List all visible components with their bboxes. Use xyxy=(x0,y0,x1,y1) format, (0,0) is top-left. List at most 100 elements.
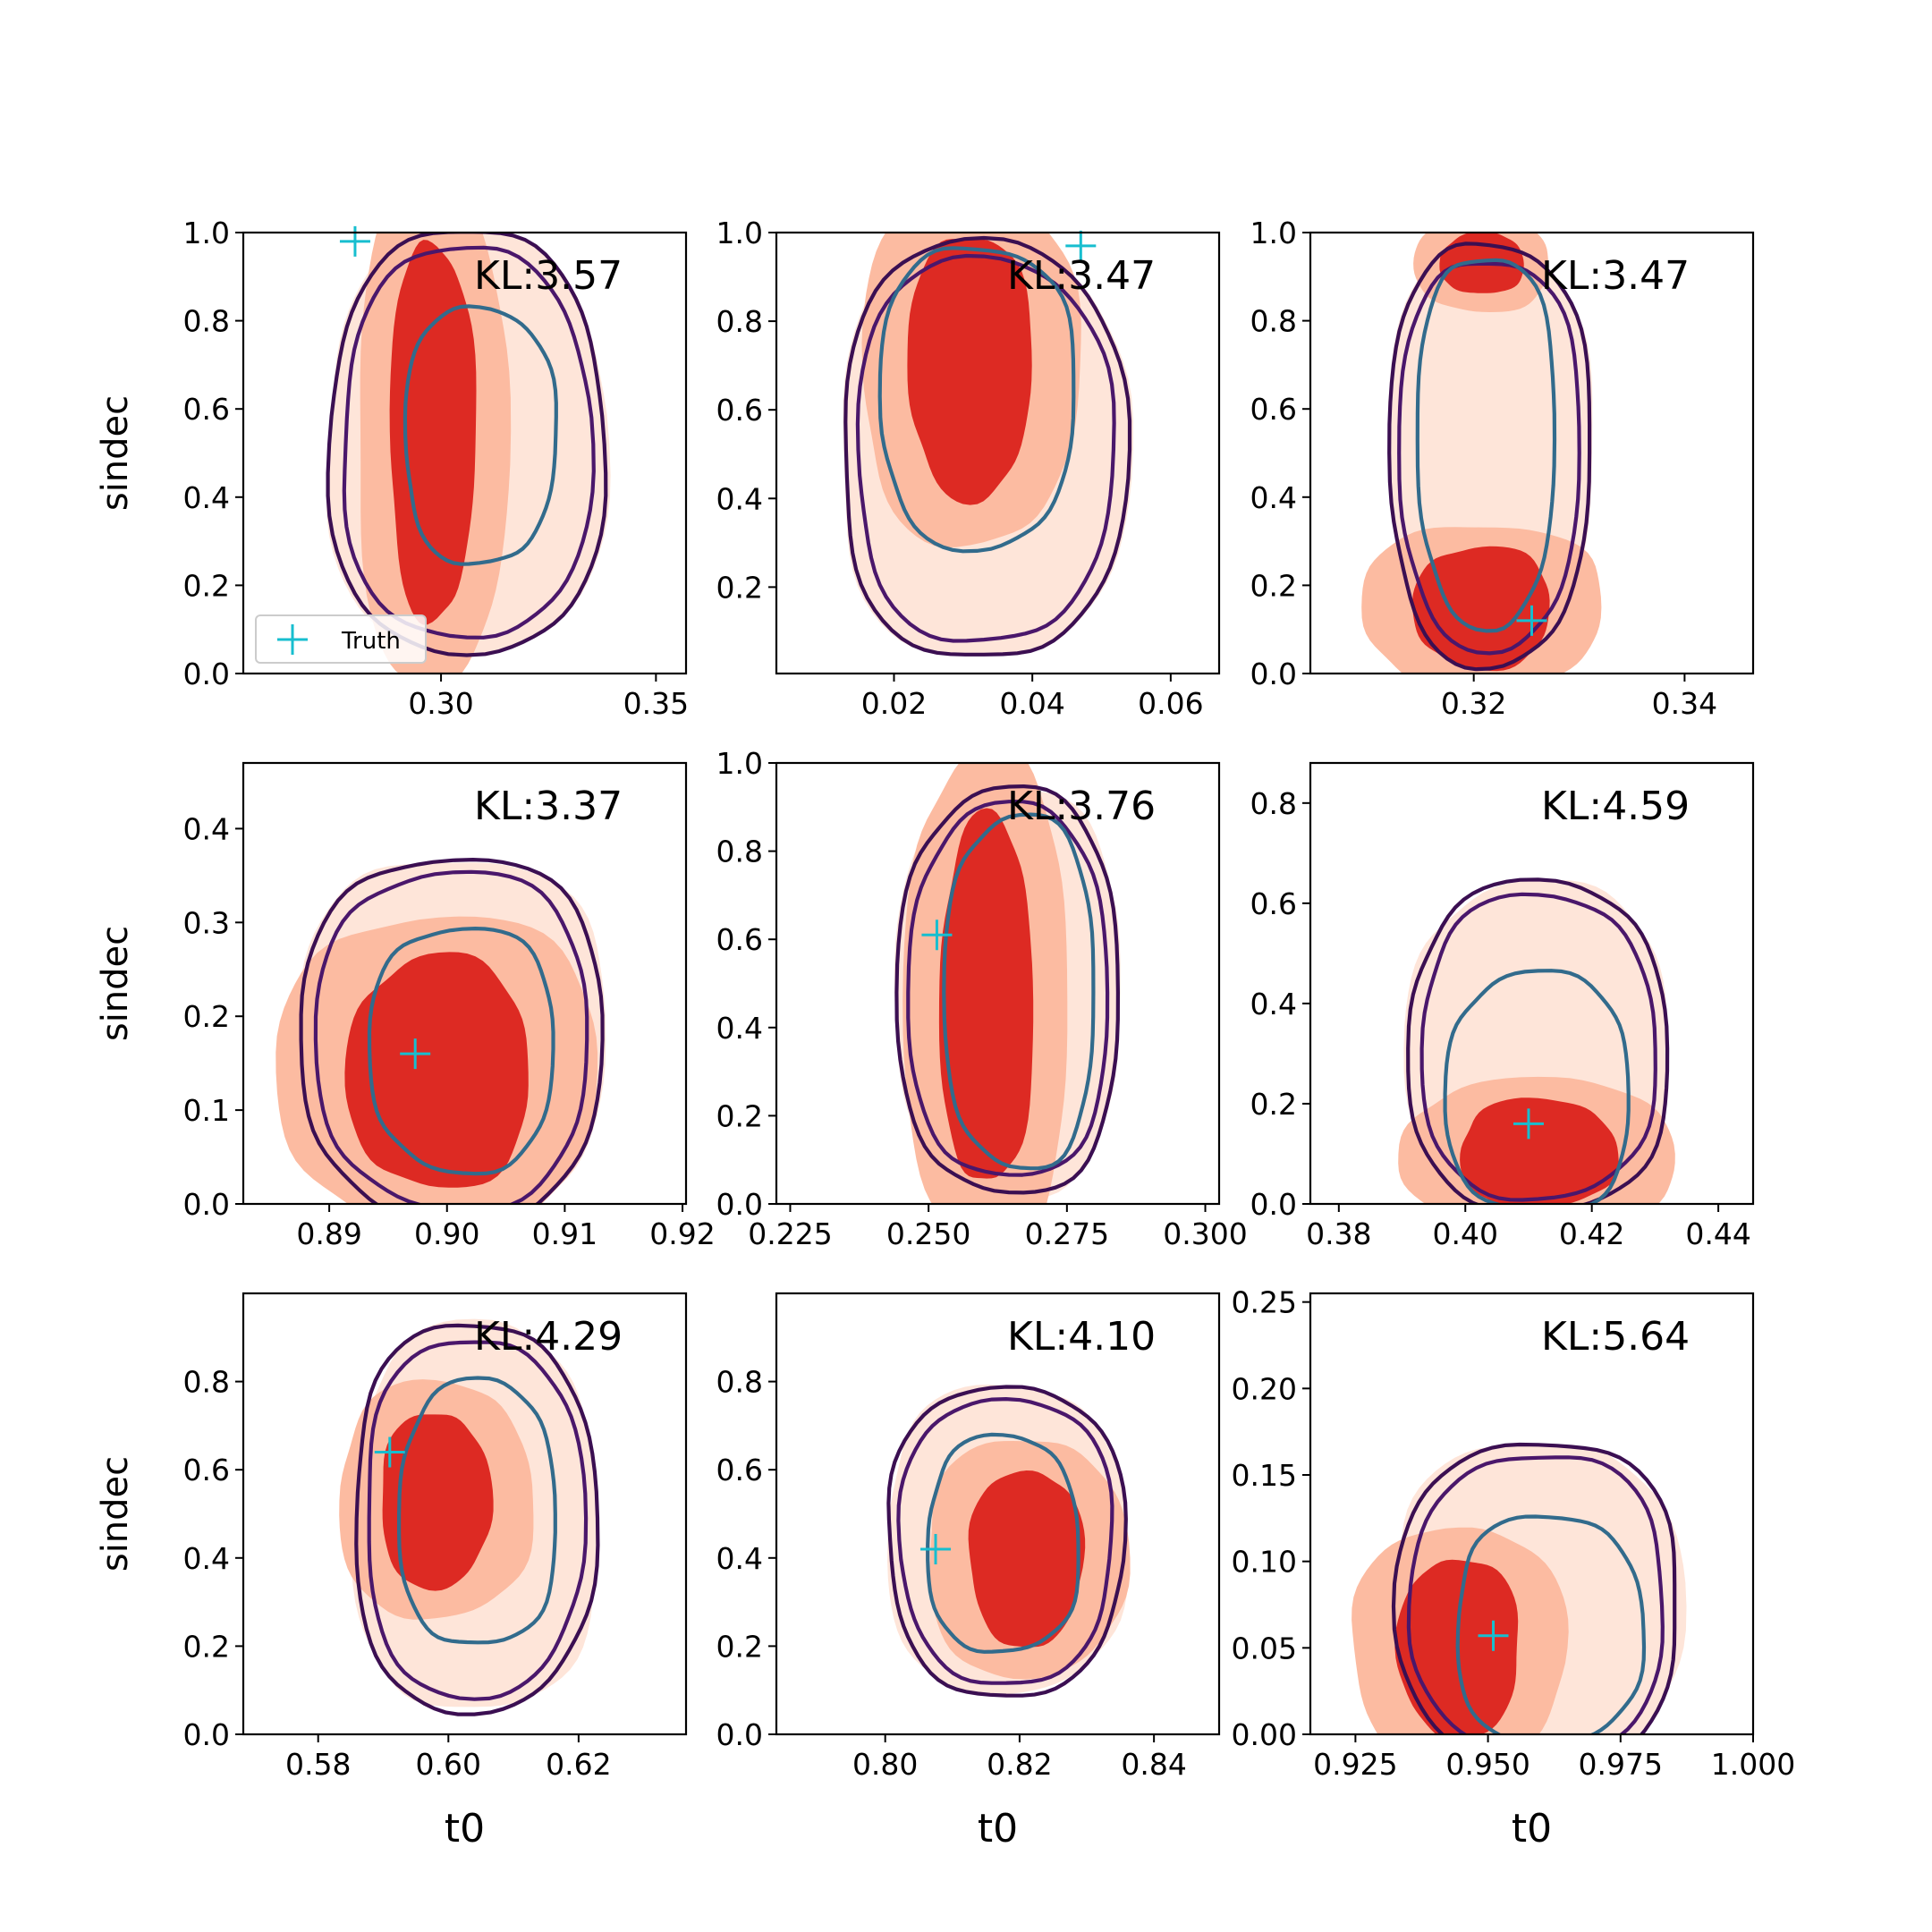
y-tick-label: 0.0 xyxy=(183,657,230,691)
y-tick-label: 0.8 xyxy=(1250,304,1297,339)
density-fill-level-3 xyxy=(389,240,477,625)
y-tick-label: 0.6 xyxy=(1250,886,1297,921)
x-tick-label: 0.35 xyxy=(623,686,689,721)
y-tick-label: 0.2 xyxy=(716,570,763,605)
x-tick-label: 0.275 xyxy=(1025,1216,1109,1251)
subplot-5: 0.225 0.250 0.275 0.300 0.0 0.2 0.4 0.6 0.8 1.0 KL… xyxy=(716,746,1248,1251)
contour-outer xyxy=(843,235,1132,657)
legend-label: Truth xyxy=(341,628,401,655)
x-tick-label: 0.60 xyxy=(416,1747,481,1782)
y-tick-label: 0.20 xyxy=(1232,1371,1297,1406)
axes-frame xyxy=(1309,761,1755,1206)
legend-truth-marker xyxy=(277,624,308,655)
contour-inner xyxy=(1415,258,1557,633)
legend: Truth xyxy=(255,614,427,664)
y-tick-label: 0.4 xyxy=(716,481,763,516)
truth-marker xyxy=(400,1038,431,1070)
x-tick-label: 0.89 xyxy=(296,1216,361,1251)
contour-inner xyxy=(1443,969,1631,1204)
y-tick-label: 0.2 xyxy=(183,999,230,1034)
contour-inner xyxy=(397,1376,557,1645)
contour-inner xyxy=(942,812,1096,1171)
axes-frame xyxy=(1309,1292,1755,1736)
x-tick-label: 0.225 xyxy=(748,1216,832,1251)
density-fill-level-3 xyxy=(938,808,1034,1179)
contour-middle xyxy=(1419,892,1657,1202)
density-fill-level-3 xyxy=(1412,546,1550,672)
y-tick-label: 0.1 xyxy=(183,1093,230,1128)
y-tick-label: 1.0 xyxy=(1250,216,1297,250)
contour-inner xyxy=(367,926,555,1176)
y-tick-label: 1.0 xyxy=(716,216,763,250)
kl-annotation: KL:4.10 xyxy=(1007,1314,1156,1360)
y-tick-label: 0.15 xyxy=(1232,1458,1297,1493)
contour-outer xyxy=(886,1385,1128,1698)
x-tick-label: 0.925 xyxy=(1313,1747,1397,1782)
contour-middle xyxy=(313,869,589,1204)
kl-annotation: KL:4.59 xyxy=(1541,784,1690,829)
subplot-4: 0.89 0.90 0.91 0.92 0.0 0.1 0.2 0.3 0.4 KL:3.37 si… xyxy=(95,761,716,1251)
subplot-2: 0.02 0.04 0.06 0.2 0.4 0.6 0.8 1.0 KL:3.47 xyxy=(716,216,1221,721)
contour-outer xyxy=(1391,1442,1677,1734)
x-tick-label: 0.91 xyxy=(532,1216,597,1251)
x-tick-label: 0.92 xyxy=(649,1216,715,1251)
y-tick-label: 0.2 xyxy=(716,1098,763,1133)
y-tick-label: 0.4 xyxy=(183,480,230,515)
y-tick-label: 0.0 xyxy=(716,1717,763,1752)
y-tick-label: 0.4 xyxy=(183,1541,230,1576)
y-tick-label: 0.6 xyxy=(1250,392,1297,427)
kl-annotation: KL:3.37 xyxy=(474,784,623,829)
truth-marker xyxy=(921,919,953,951)
subplot-9: 0.925 0.950 0.975 1.000 0.00 0.05 0.10 0.15 0.20… xyxy=(1232,1285,1796,1852)
x-axis-label: t0 xyxy=(445,1806,485,1852)
contour-inner xyxy=(926,1432,1080,1654)
y-tick-label: 0.8 xyxy=(716,304,763,339)
y-axis-label: sindec xyxy=(95,1456,136,1572)
density-fill-level-3 xyxy=(382,1414,494,1591)
truth-marker xyxy=(1478,1620,1509,1651)
x-axis-label: t0 xyxy=(978,1806,1018,1852)
contour-inner xyxy=(402,304,558,566)
y-tick-label: 0.8 xyxy=(183,304,230,339)
y-tick-label: 0.0 xyxy=(183,1187,230,1222)
subplot-1: 0.30 0.35 0.0 0.2 0.4 0.6 0.8 1.0 KL:3.57 sindec T… xyxy=(95,216,689,721)
contour-outer xyxy=(894,784,1121,1195)
y-tick-label: 0.05 xyxy=(1232,1631,1297,1665)
y-tick-label: 0.10 xyxy=(1232,1545,1297,1580)
contour-middle xyxy=(342,245,596,640)
x-tick-label: 0.84 xyxy=(1121,1747,1186,1782)
x-tick-label: 0.82 xyxy=(987,1747,1052,1782)
density-fill-level-3 xyxy=(968,1470,1086,1648)
subplot-6: 0.38 0.40 0.42 0.44 0.0 0.2 0.4 0.6 0.8 KL:4.59 xyxy=(1250,761,1755,1251)
kl-annotation: KL:3.47 xyxy=(1541,253,1690,299)
y-tick-label: 0.6 xyxy=(716,1453,763,1487)
y-tick-label: 0.6 xyxy=(183,392,230,427)
y-tick-label: 0.2 xyxy=(1250,568,1297,603)
subplot-3: 0.32 0.34 0.0 0.2 0.4 0.6 0.8 1.0 KL:3.47 xyxy=(1250,216,1755,721)
x-tick-label: 0.38 xyxy=(1306,1216,1371,1251)
contour-middle xyxy=(1397,261,1581,656)
x-tick-label: 0.975 xyxy=(1579,1747,1663,1782)
y-tick-label: 0.6 xyxy=(183,1453,230,1487)
y-tick-label: 0.8 xyxy=(183,1365,230,1400)
axes-frame xyxy=(1309,231,1755,675)
x-tick-label: 0.250 xyxy=(886,1216,970,1251)
y-tick-label: 0.2 xyxy=(183,1629,230,1664)
y-tick-label: 1.0 xyxy=(183,216,230,250)
density-fill-level-3 xyxy=(344,952,529,1188)
y-tick-label: 0.6 xyxy=(716,393,763,428)
x-tick-label: 0.300 xyxy=(1163,1216,1247,1251)
x-tick-label: 1.000 xyxy=(1711,1747,1795,1782)
y-tick-label: 0.0 xyxy=(183,1717,230,1752)
kl-annotation: KL:5.64 xyxy=(1541,1314,1690,1360)
kl-annotation: KL:3.57 xyxy=(474,253,623,299)
axes-frame xyxy=(242,761,688,1206)
axes-frame xyxy=(775,761,1221,1206)
x-tick-label: 0.950 xyxy=(1445,1747,1530,1782)
y-tick-label: 0.8 xyxy=(716,835,763,869)
axes-frame xyxy=(242,1292,688,1736)
y-tick-label: 0.3 xyxy=(183,905,230,940)
y-tick-label: 1.0 xyxy=(716,746,763,781)
y-axis-label: sindec xyxy=(95,395,136,511)
